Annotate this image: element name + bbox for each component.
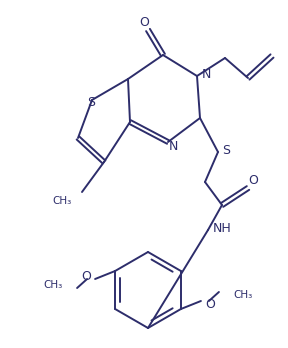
Text: NH: NH <box>213 221 231 235</box>
Text: CH₃: CH₃ <box>44 280 63 290</box>
Text: N: N <box>168 140 178 152</box>
Text: S: S <box>87 96 95 110</box>
Text: N: N <box>201 69 211 81</box>
Text: O: O <box>205 298 215 310</box>
Text: S: S <box>222 144 230 158</box>
Text: CH₃: CH₃ <box>233 290 252 300</box>
Text: O: O <box>139 16 149 30</box>
Text: O: O <box>248 174 258 188</box>
Text: O: O <box>81 269 91 283</box>
Text: CH₃: CH₃ <box>53 196 72 206</box>
